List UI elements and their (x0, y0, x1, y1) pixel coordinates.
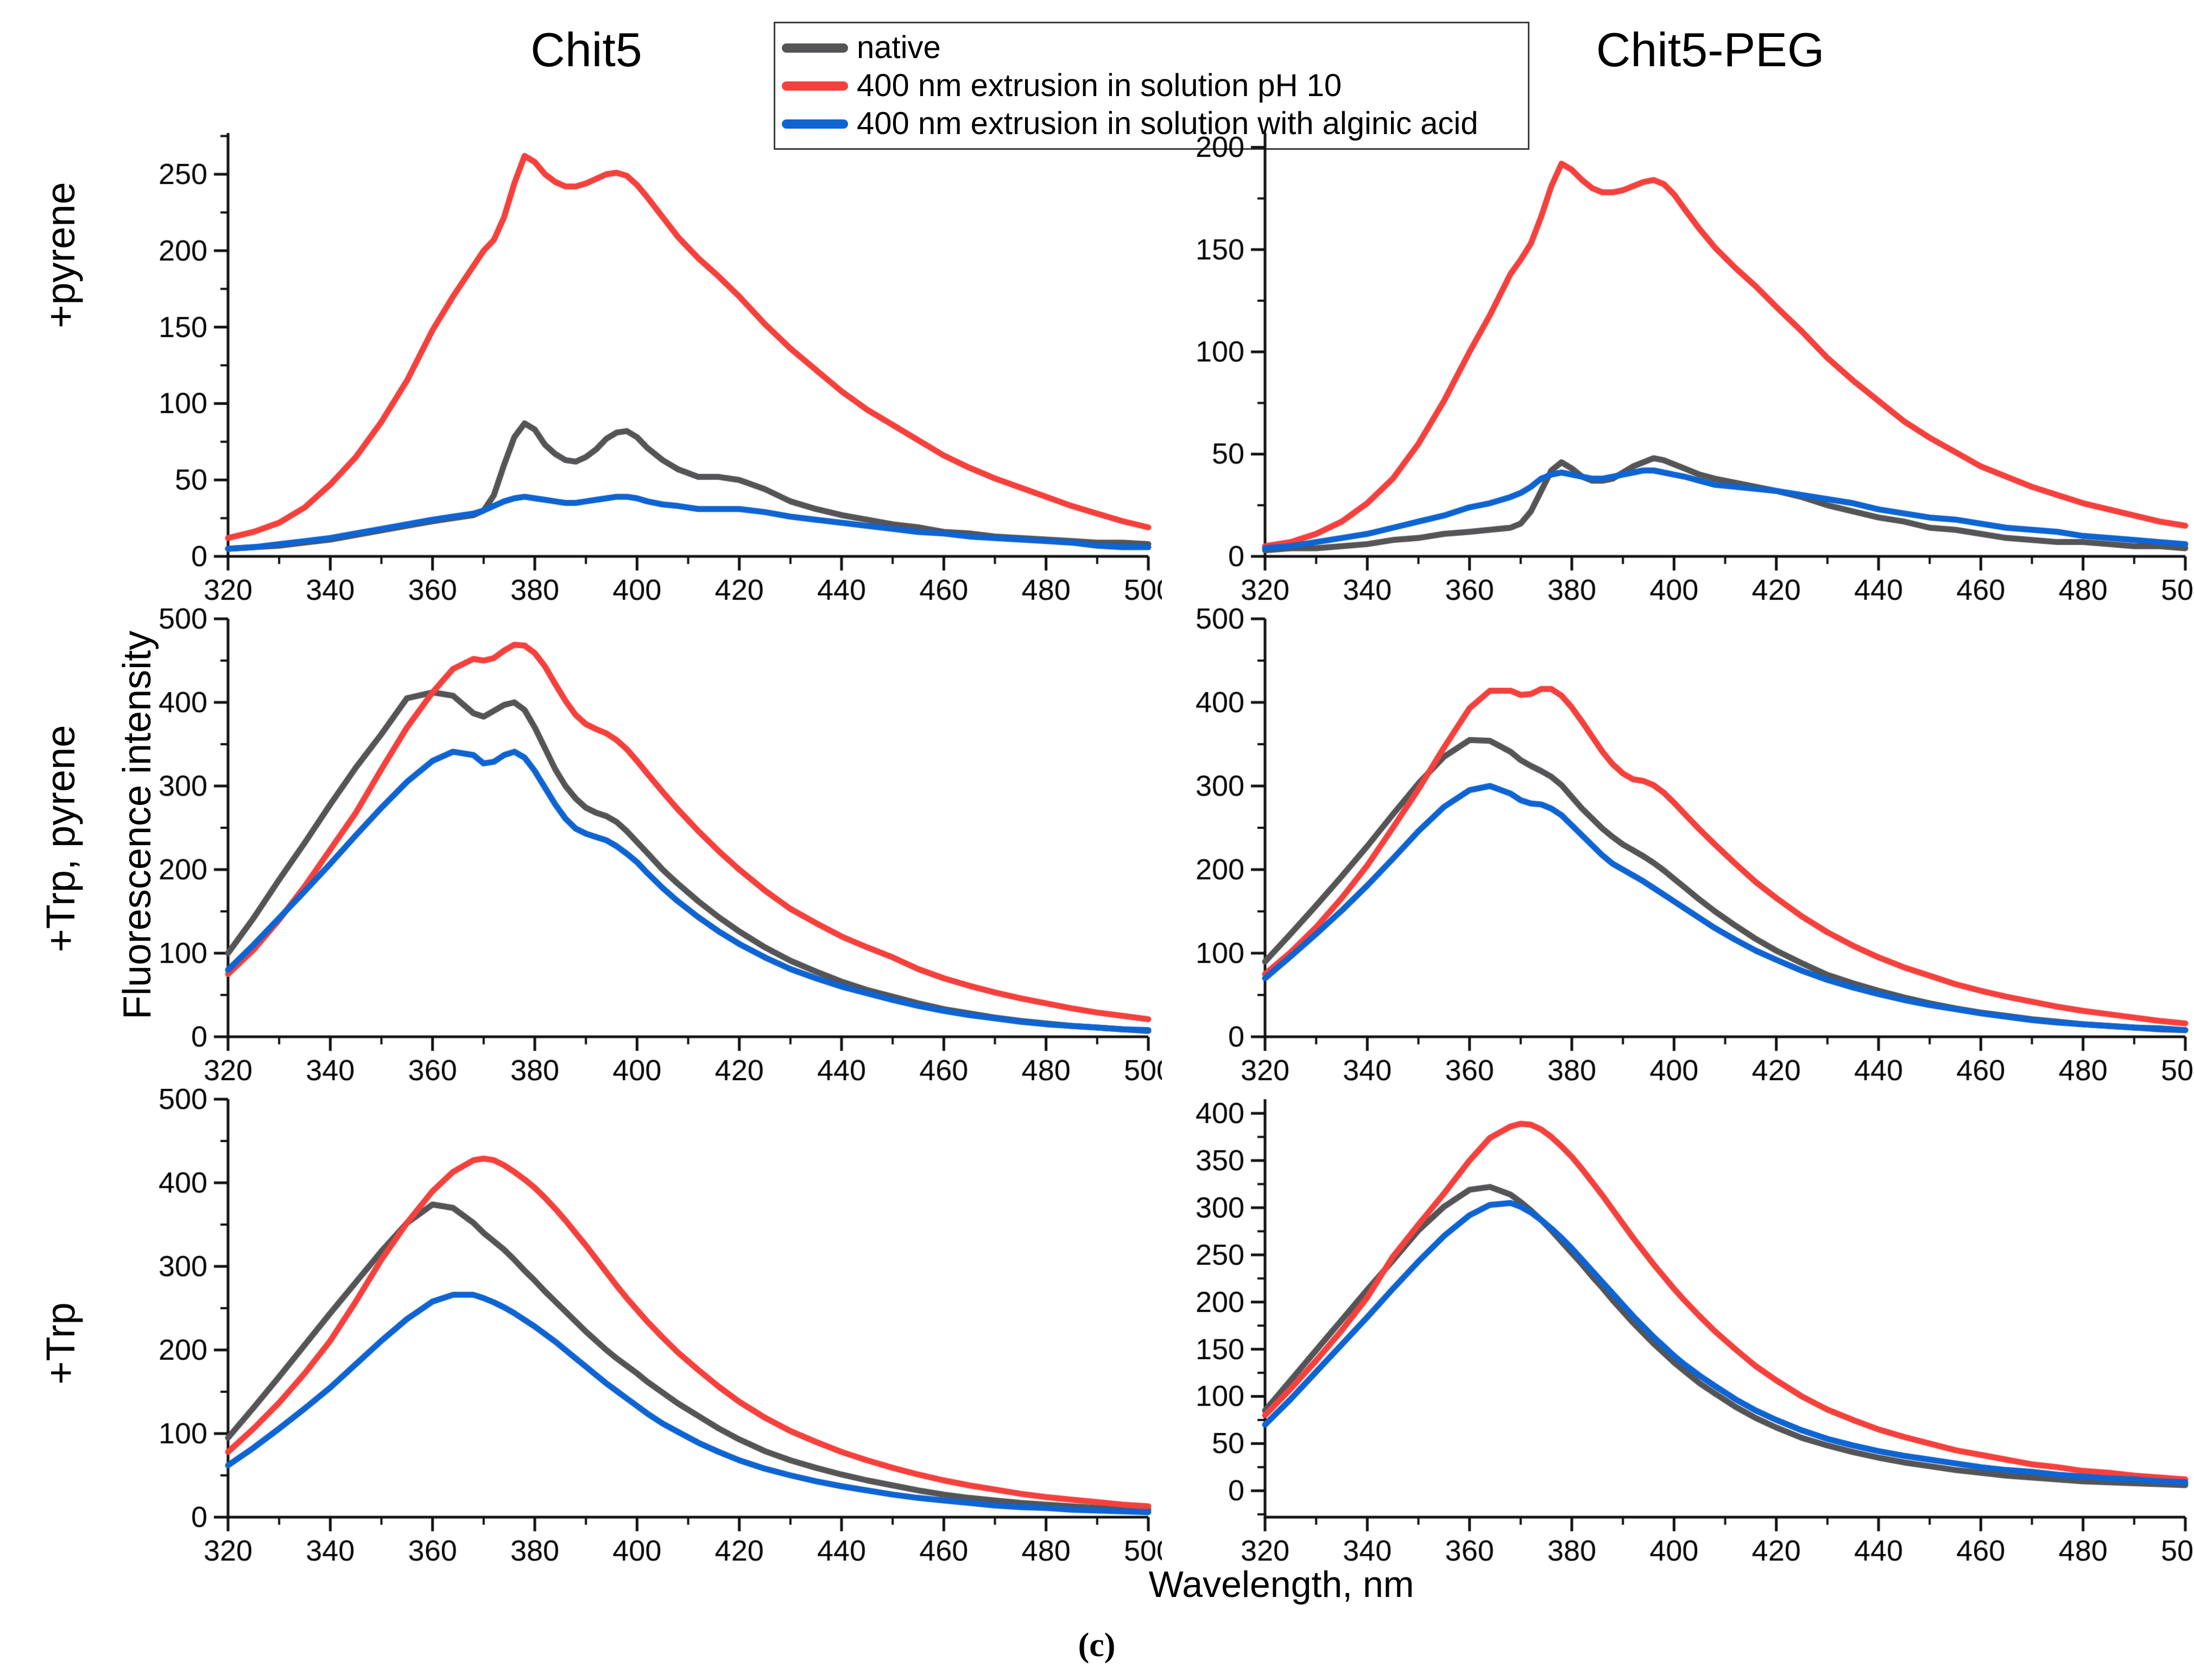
row-label-trp-pyrene: +Trp, pyrene (38, 725, 83, 953)
figure-caption: (c) (1078, 1627, 1116, 1664)
plot-chit5-trp (125, 1080, 1162, 1585)
row-label-trp: +Trp (38, 1302, 83, 1385)
column-title-chit5: Chit5 (530, 23, 642, 77)
x-axis-title: Wavelength, nm (1148, 1564, 1414, 1605)
plot-chit5-pyrene (125, 114, 1162, 624)
row-label-pyrene: +pyrene (38, 182, 83, 328)
plot-chit5-peg-pyrene (1162, 114, 2194, 624)
legend-item-ph10: 400 nm extrusion in solution pH 10 (782, 70, 1528, 102)
plot-chit5-peg-trp-pyrene (1162, 600, 2194, 1105)
legend-swatch-native (782, 43, 848, 53)
legend-item-native: native (782, 32, 1528, 64)
column-title-chit5-peg: Chit5-PEG (1596, 23, 1825, 77)
legend-swatch-ph10 (782, 81, 848, 91)
plot-chit5-peg-trp (1162, 1080, 2194, 1585)
legend-label-ph10: 400 nm extrusion in solution pH 10 (857, 68, 1342, 103)
plot-chit5-trp-pyrene (125, 600, 1162, 1105)
legend-label-native: native (857, 30, 941, 65)
